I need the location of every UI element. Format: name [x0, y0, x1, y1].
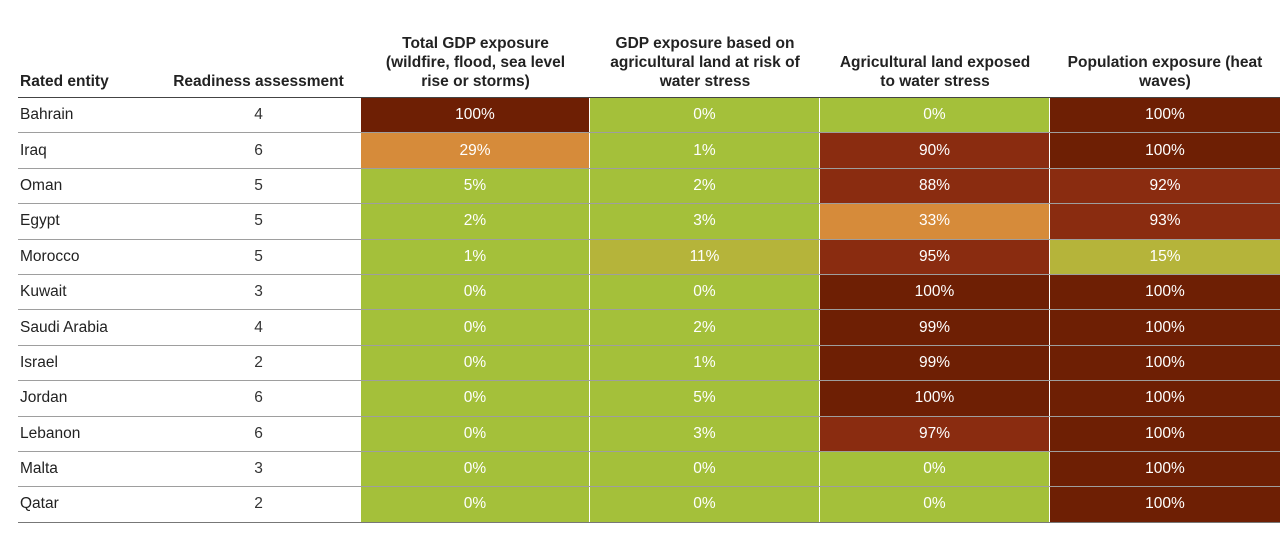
table-header: Rated entity Readiness assessment Total GD… — [18, 26, 1280, 98]
heat-cell: 100% — [820, 381, 1050, 416]
heat-cell: 15% — [1050, 239, 1280, 274]
table-row: Qatar 2 0% 0% 0% 100% — [18, 487, 1280, 523]
table-row: Lebanon 6 0% 3% 97% 100% — [18, 416, 1280, 452]
table-row: Oman 5 5% 2% 88% 92% — [18, 168, 1280, 205]
column-header: Population exposure (heat waves) — [1050, 53, 1280, 97]
heat-cell: 100% — [1050, 451, 1280, 487]
heat-cell: 97% — [820, 416, 1050, 451]
entity-cell: Qatar — [20, 495, 59, 513]
heat-cell: 0% — [361, 381, 590, 416]
heat-cell: 100% — [820, 274, 1050, 310]
heat-cell: 5% — [590, 381, 820, 416]
readiness-cell: 6 — [254, 389, 263, 407]
heat-cell: 0% — [820, 451, 1050, 487]
heat-cell: 100% — [1050, 416, 1280, 451]
table-row: Malta 3 0% 0% 0% 100% — [18, 451, 1280, 488]
heat-cell: 0% — [590, 451, 820, 487]
entity-cell: Saudi Arabia — [20, 318, 108, 336]
heat-cell: 1% — [361, 239, 590, 274]
entity-cell: Malta — [20, 460, 58, 478]
heat-cell: 90% — [820, 133, 1050, 168]
heat-cell: 88% — [820, 168, 1050, 204]
column-header-label: Readiness assessment — [173, 73, 344, 90]
heat-cell: 5% — [361, 168, 590, 204]
heat-cell: 11% — [590, 239, 820, 274]
heat-cell: 100% — [1050, 345, 1280, 381]
entity-cell: Bahrain — [20, 106, 74, 124]
heat-cell: 0% — [361, 451, 590, 487]
exposure-table: Rated entity Readiness assessment Total GD… — [18, 26, 1280, 523]
heat-cell: 0% — [361, 345, 590, 381]
entity-cell: Israel — [20, 353, 58, 371]
heat-cell: 100% — [1050, 487, 1280, 522]
table-row: Jordan 6 0% 5% 100% 100% — [18, 381, 1280, 417]
readiness-cell: 4 — [254, 318, 263, 336]
column-header: Readiness assessment — [156, 72, 361, 97]
heat-cell: 0% — [361, 416, 590, 451]
table-row: Saudi Arabia 4 0% 2% 99% 100% — [18, 310, 1280, 346]
table-row: Morocco 5 1% 11% 95% 15% — [18, 239, 1280, 275]
heat-cell: 2% — [590, 168, 820, 204]
readiness-cell: 3 — [254, 460, 263, 478]
entity-cell: Kuwait — [20, 283, 67, 301]
column-header: GDP exposure based on agricultural land … — [590, 34, 820, 97]
column-header-label: Population exposure (heat waves) — [1067, 54, 1263, 90]
heat-cell: 0% — [820, 487, 1050, 522]
heat-cell: 100% — [1050, 310, 1280, 345]
heat-cell: 3% — [590, 204, 820, 239]
entity-cell: Oman — [20, 176, 63, 194]
column-header-label: Total GDP exposure (wildfire, flood, sea… — [385, 35, 566, 90]
readiness-cell: 5 — [254, 176, 263, 194]
readiness-cell: 2 — [254, 353, 263, 371]
heat-cell: 0% — [820, 98, 1050, 133]
table-row: Israel 2 0% 1% 99% 100% — [18, 345, 1280, 382]
heat-cell: 100% — [1050, 274, 1280, 310]
entity-cell: Morocco — [20, 247, 80, 265]
column-header: Total GDP exposure (wildfire, flood, sea… — [361, 34, 590, 97]
heat-cell: 0% — [361, 274, 590, 310]
heat-cell: 100% — [1050, 381, 1280, 416]
heat-cell: 0% — [590, 98, 820, 133]
table-row: Iraq 6 29% 1% 90% 100% — [18, 133, 1280, 169]
entity-cell: Jordan — [20, 389, 68, 407]
readiness-cell: 5 — [254, 247, 263, 265]
heat-cell: 1% — [590, 133, 820, 168]
readiness-cell: 6 — [254, 141, 263, 159]
table-row: Kuwait 3 0% 0% 100% 100% — [18, 274, 1280, 311]
table-row: Egypt 5 2% 3% 33% 93% — [18, 204, 1280, 240]
heat-cell: 0% — [590, 487, 820, 522]
readiness-cell: 5 — [254, 212, 263, 230]
heat-cell: 0% — [361, 310, 590, 345]
readiness-cell: 6 — [254, 424, 263, 442]
column-header-label: Agricultural land exposed to water stres… — [839, 54, 1031, 90]
column-header-label: Rated entity — [20, 73, 109, 90]
entity-cell: Iraq — [20, 141, 47, 159]
heat-cell: 99% — [820, 345, 1050, 381]
heat-cell: 33% — [820, 204, 1050, 239]
heat-cell: 0% — [590, 274, 820, 310]
readiness-cell: 2 — [254, 495, 263, 513]
entity-cell: Lebanon — [20, 424, 81, 442]
heat-cell: 29% — [361, 133, 590, 168]
heat-cell: 92% — [1050, 168, 1280, 204]
readiness-cell: 3 — [254, 283, 263, 301]
heat-cell: 100% — [1050, 133, 1280, 168]
heat-cell: 93% — [1050, 204, 1280, 239]
heat-cell: 99% — [820, 310, 1050, 345]
heat-cell: 1% — [590, 345, 820, 381]
column-header: Agricultural land exposed to water stres… — [820, 53, 1050, 97]
heat-cell: 2% — [361, 204, 590, 239]
column-header-label: GDP exposure based on agricultural land … — [610, 35, 800, 90]
table-row: Bahrain 4 100% 0% 0% 100% — [18, 98, 1280, 134]
heat-cell: 95% — [820, 239, 1050, 274]
heat-cell: 3% — [590, 416, 820, 451]
heat-cell: 2% — [590, 310, 820, 345]
heat-cell: 100% — [1050, 98, 1280, 133]
readiness-cell: 4 — [254, 106, 263, 124]
heat-cell: 0% — [361, 487, 590, 522]
heat-cell: 100% — [361, 98, 590, 133]
table-body: Bahrain 4 100% 0% 0% 100% Iraq 6 29% 1% 90% 100% Oma… — [18, 98, 1280, 523]
entity-cell: Egypt — [20, 212, 60, 230]
column-header: Rated entity — [18, 72, 156, 97]
